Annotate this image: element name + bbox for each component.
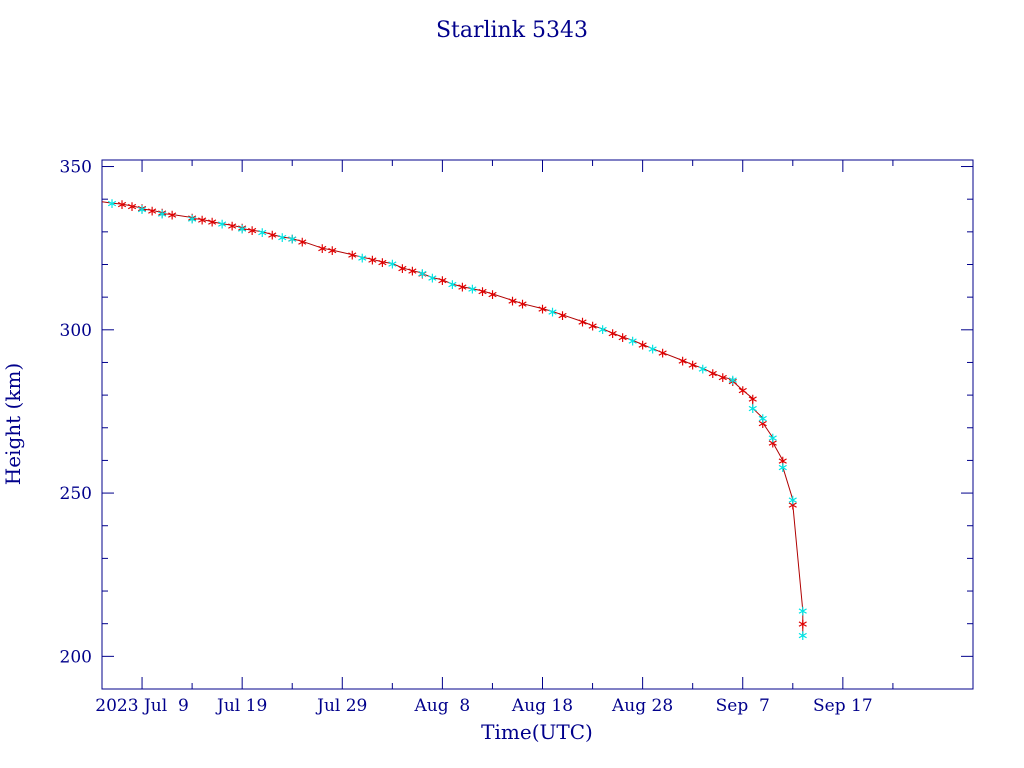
x-tick-label: Aug 28 bbox=[611, 696, 673, 716]
data-point-marker: ∗ bbox=[657, 346, 669, 362]
x-tick-label: Aug 8 bbox=[414, 696, 471, 716]
data-point-marker: ∗ bbox=[617, 330, 629, 346]
data-point-marker: ∗ bbox=[417, 267, 429, 283]
data-point-marker: ∗ bbox=[737, 383, 749, 399]
data-point-marker: ∗ bbox=[236, 221, 248, 237]
data-point-marker: ∗ bbox=[457, 280, 469, 296]
data-point-marker: ∗ bbox=[507, 293, 519, 309]
data-point-marker: ∗ bbox=[126, 199, 138, 215]
data-point-marker: ∗ bbox=[597, 322, 609, 338]
data-point-marker: ∗ bbox=[296, 234, 308, 250]
data-point-marker: ∗ bbox=[707, 366, 719, 382]
data-point-marker: ∗ bbox=[166, 208, 178, 224]
data-point-marker: ∗ bbox=[687, 358, 699, 374]
data-point-marker: ∗ bbox=[777, 453, 789, 469]
height-trace-line bbox=[101, 201, 804, 636]
data-point-marker: ∗ bbox=[196, 212, 208, 228]
data-point-marker: ∗ bbox=[206, 215, 218, 231]
data-point-marker: ∗ bbox=[156, 207, 168, 223]
data-point-marker: ∗ bbox=[767, 435, 779, 451]
data-point-marker: ∗ bbox=[727, 372, 739, 388]
x-axis: 2023 Jul 9 Jul 19 Jul 29 Aug 8 Aug 18 Aug 28 S… bbox=[95, 160, 894, 716]
data-point-marker: ∗ bbox=[757, 416, 769, 432]
data-point-marker: ∗ bbox=[417, 266, 429, 282]
data-point-marker: ∗ bbox=[346, 248, 358, 264]
x-axis-label: Time(UTC) bbox=[481, 720, 593, 744]
data-point-marker: ∗ bbox=[136, 202, 148, 218]
data-point-marker: ∗ bbox=[757, 411, 769, 427]
x-tick-label: Jul 29 bbox=[315, 696, 367, 716]
data-point-marker: ∗ bbox=[236, 222, 248, 238]
data-point-marker: ∗ bbox=[316, 241, 328, 257]
data-point-marker: ∗ bbox=[186, 211, 198, 227]
data-point-marker: ∗ bbox=[627, 333, 639, 349]
data-point-marker: ∗ bbox=[216, 217, 228, 233]
data-point-marker: ∗ bbox=[366, 252, 378, 268]
data-point-marker: ∗ bbox=[467, 282, 479, 298]
data-point-marker: ∗ bbox=[276, 230, 288, 246]
data-point-marker: ∗ bbox=[767, 431, 779, 447]
data-point-marker: ∗ bbox=[537, 302, 549, 318]
y-tick-label: 300 bbox=[60, 321, 92, 341]
data-point-marker: ∗ bbox=[777, 460, 789, 476]
data-point-marker: ∗ bbox=[406, 264, 418, 280]
data-point-marker: ∗ bbox=[136, 201, 148, 217]
data-point-marker: ∗ bbox=[266, 227, 278, 243]
data-point-marker: ∗ bbox=[477, 284, 489, 300]
data-point-marker: ∗ bbox=[677, 353, 689, 369]
data-point-marker: ∗ bbox=[637, 337, 649, 353]
data-point-marker: ∗ bbox=[797, 604, 809, 620]
data-point-marker: ∗ bbox=[186, 210, 198, 226]
data-point-marker: ∗ bbox=[386, 257, 398, 273]
data-point-marker: ∗ bbox=[246, 223, 258, 239]
data-point-marker: ∗ bbox=[647, 342, 659, 358]
data-point-marker: ∗ bbox=[447, 277, 459, 293]
data-point-marker: ∗ bbox=[437, 273, 449, 289]
data-point-marker: ∗ bbox=[727, 374, 739, 390]
x-tick-label: 2023 Jul 9 bbox=[95, 696, 189, 716]
data-point-marker: ∗ bbox=[797, 617, 809, 633]
data-markers: ∗∗∗∗∗∗ ∗∗∗ ∗∗∗ ∗ ∗∗ ∗∗ ∗ ∗∗ ∗∗∗ ∗ ∗ ∗∗ ∗∗ ∗ ∗ ∗∗ ∗∗ ∗∗ ∗∗∗… bbox=[106, 196, 809, 644]
data-point-marker: ∗ bbox=[146, 203, 158, 219]
plot-frame bbox=[101, 159, 974, 690]
data-point-marker: ∗ bbox=[697, 361, 709, 377]
data-point-marker: ∗ bbox=[396, 261, 408, 277]
data-point-marker: ∗ bbox=[747, 391, 759, 407]
data-point-marker: ∗ bbox=[356, 250, 368, 266]
data-point-marker: ∗ bbox=[116, 197, 128, 213]
y-tick-label: 200 bbox=[60, 647, 92, 667]
data-point-marker: ∗ bbox=[517, 297, 529, 313]
data-point-marker: ∗ bbox=[797, 628, 809, 644]
y-axis: 200 250 300 350 bbox=[60, 158, 973, 690]
data-point-marker: ∗ bbox=[547, 305, 559, 321]
data-point-marker: ∗ bbox=[226, 218, 238, 234]
x-tick-label: Aug 18 bbox=[511, 696, 573, 716]
data-point-marker: ∗ bbox=[256, 225, 268, 241]
data-point-marker: ∗ bbox=[607, 326, 619, 342]
y-tick-label: 250 bbox=[60, 484, 92, 504]
y-tick-label: 350 bbox=[60, 158, 92, 178]
x-tick-label: Sep 7 bbox=[716, 696, 770, 716]
data-point-marker: ∗ bbox=[587, 319, 599, 335]
data-point-marker: ∗ bbox=[577, 315, 589, 331]
data-point-marker: ∗ bbox=[326, 243, 338, 259]
data-point-marker: ∗ bbox=[557, 308, 569, 324]
data-point-marker: ∗ bbox=[156, 206, 168, 222]
x-tick-label: Jul 19 bbox=[215, 696, 267, 716]
y-axis-label: Height (km) bbox=[1, 363, 25, 485]
data-point-marker: ∗ bbox=[747, 401, 759, 417]
data-point-marker: ∗ bbox=[286, 232, 298, 248]
data-point-marker: ∗ bbox=[717, 370, 729, 386]
data-point-marker: ∗ bbox=[787, 498, 799, 514]
data-point-marker: ∗ bbox=[427, 271, 439, 287]
data-point-marker: ∗ bbox=[487, 287, 499, 303]
chart-title: Starlink 5343 bbox=[436, 18, 588, 43]
data-point-marker: ∗ bbox=[286, 231, 298, 247]
data-point-marker: ∗ bbox=[376, 255, 388, 271]
data-point-marker: ∗ bbox=[787, 493, 799, 509]
data-point-marker: ∗ bbox=[106, 196, 118, 212]
x-tick-label: Sep 17 bbox=[813, 696, 873, 716]
